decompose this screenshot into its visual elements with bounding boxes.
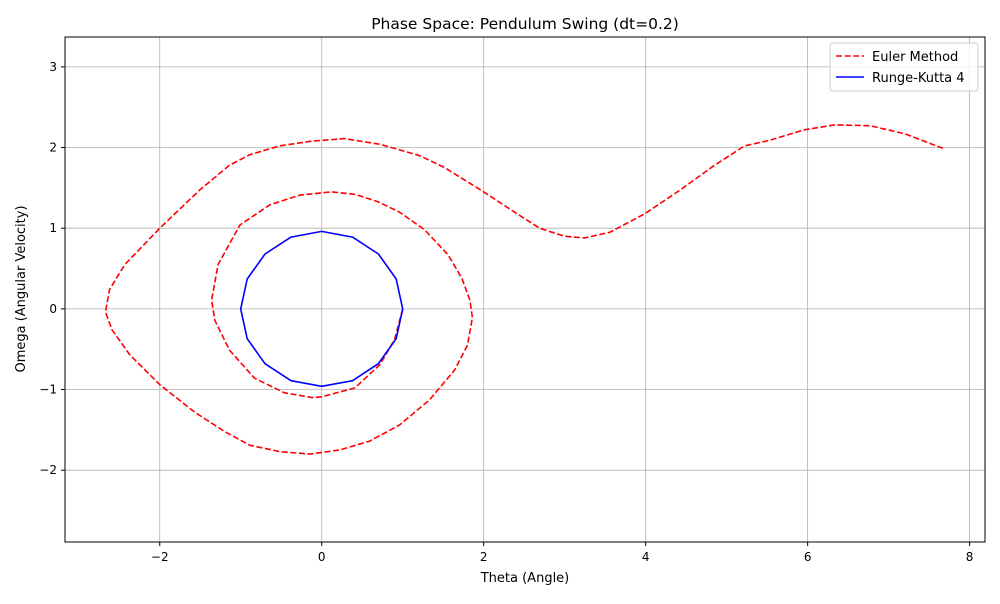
series-line-rk4 [239,230,404,388]
y-tick-label: 1 [49,221,57,235]
series-line-euler [104,124,944,455]
y-tick-label: 3 [49,60,57,74]
x-tick-label: 2 [480,550,488,564]
y-axis-label: Omega (Angular Velocity) [14,205,29,372]
y-tick-label: 2 [49,141,57,155]
chart-title: Phase Space: Pendulum Swing (dt=0.2) [371,15,679,33]
x-axis-label: Theta (Angle) [480,571,570,586]
grid [65,37,985,542]
legend-box [829,42,979,92]
x-tick-label: −2 [151,550,169,564]
x-tick-label: 8 [966,550,974,564]
y-tick-label: −1 [39,383,57,397]
legend: Euler Method Runge-Kutta 4 [829,42,979,92]
y-tick-label: −2 [39,463,57,477]
legend-euler-label: Euler Method [872,50,958,65]
x-tick-label: 4 [642,550,650,564]
ticks: −2 0 2 4 6 8 −2 −1 0 1 2 3 [39,60,973,564]
plot-frame [64,36,986,543]
legend-rk4-label: Runge-Kutta 4 [872,71,965,86]
x-tick-label: 6 [804,550,812,564]
series-group [104,124,944,455]
y-tick-label: 0 [49,302,57,316]
x-tick-label: 0 [318,550,326,564]
